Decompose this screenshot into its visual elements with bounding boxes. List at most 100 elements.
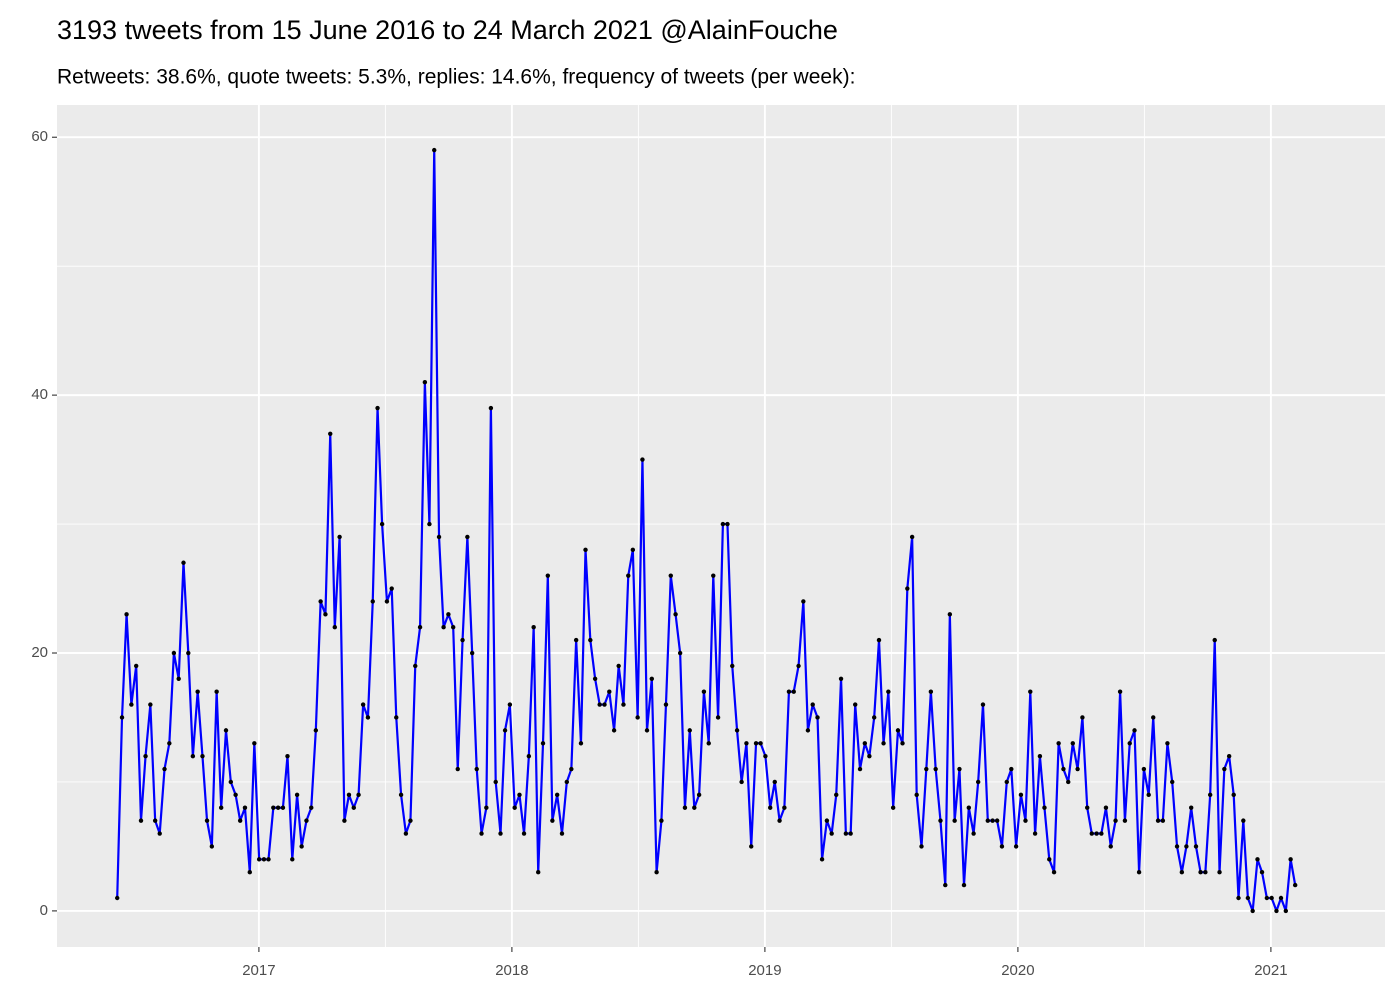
data-point — [607, 689, 612, 694]
data-point — [455, 766, 460, 772]
data-point — [554, 792, 560, 798]
x-tick-label: 2021 — [1254, 962, 1287, 979]
data-point — [247, 870, 252, 875]
data-point — [677, 650, 683, 656]
data-point — [332, 625, 337, 630]
data-point — [214, 689, 219, 694]
data-point — [446, 612, 451, 617]
data-point — [602, 702, 607, 707]
data-point — [777, 818, 782, 823]
data-point — [663, 702, 669, 707]
data-point — [1051, 870, 1057, 875]
data-point — [365, 715, 371, 720]
data-point — [176, 676, 181, 681]
data-point — [583, 547, 588, 553]
data-point — [1165, 741, 1170, 746]
data-point — [479, 831, 484, 836]
data-point — [1269, 895, 1274, 901]
data-point — [1278, 895, 1284, 901]
data-point — [943, 882, 948, 888]
data-point — [1013, 844, 1019, 849]
data-point — [1231, 792, 1236, 798]
data-point — [744, 741, 749, 746]
data-point — [1032, 831, 1038, 836]
data-point — [1094, 831, 1099, 836]
data-point — [768, 805, 773, 810]
data-point — [739, 779, 744, 785]
data-point — [1151, 715, 1156, 720]
data-point — [209, 844, 215, 849]
data-point — [890, 805, 896, 810]
data-point — [342, 818, 347, 823]
data-point — [266, 857, 271, 862]
data-point — [928, 689, 934, 694]
data-point — [1004, 779, 1009, 785]
data-point — [488, 405, 494, 411]
data-point — [834, 792, 839, 798]
data-point — [413, 663, 418, 669]
data-point — [384, 599, 390, 604]
data-point — [242, 805, 248, 810]
data-point — [990, 818, 995, 823]
data-point — [1141, 766, 1147, 772]
data-point — [692, 805, 697, 810]
data-point — [801, 599, 806, 604]
data-point — [138, 818, 144, 823]
data-point — [720, 521, 726, 527]
data-point — [938, 818, 943, 823]
data-point — [578, 741, 584, 746]
data-point — [304, 818, 309, 823]
data-point — [1203, 870, 1208, 875]
data-point — [1174, 844, 1180, 849]
data-point — [1085, 805, 1090, 810]
data-point — [432, 147, 437, 153]
data-point — [422, 380, 428, 385]
y-tick-label: 60 — [31, 128, 48, 145]
data-point — [346, 792, 352, 798]
plot-panel — [57, 105, 1385, 947]
data-point — [1066, 779, 1071, 785]
data-point — [843, 831, 849, 836]
data-point — [1042, 805, 1047, 810]
data-point — [1207, 792, 1213, 798]
data-point — [152, 818, 158, 823]
data-point — [815, 715, 820, 720]
data-point — [909, 534, 915, 540]
data-point — [1274, 908, 1279, 914]
data-point — [261, 857, 267, 862]
data-point — [474, 766, 479, 772]
data-point — [1117, 689, 1123, 694]
data-point — [796, 663, 801, 669]
data-point — [1127, 741, 1132, 746]
data-point — [1241, 818, 1246, 823]
data-point — [133, 663, 139, 669]
data-point — [810, 702, 815, 707]
data-point — [1023, 818, 1028, 823]
data-point — [228, 779, 234, 785]
data-point — [824, 818, 830, 823]
data-point — [356, 792, 361, 798]
x-tick-label: 2019 — [748, 962, 781, 979]
data-point — [427, 521, 432, 527]
data-point — [204, 818, 210, 823]
x-tick-label: 2020 — [1001, 962, 1034, 979]
data-point — [1070, 741, 1075, 746]
data-point — [1255, 857, 1260, 862]
data-point — [1217, 870, 1222, 875]
data-point — [370, 599, 375, 604]
data-point — [1170, 779, 1175, 785]
data-point — [1061, 766, 1066, 772]
data-point — [848, 831, 853, 836]
data-point — [659, 818, 664, 823]
data-point — [124, 612, 129, 617]
data-point — [403, 831, 409, 836]
data-point — [1047, 857, 1052, 862]
data-point — [1236, 895, 1241, 901]
data-point — [592, 676, 598, 681]
data-point — [1250, 908, 1255, 914]
data-point — [838, 676, 844, 681]
data-point — [673, 612, 678, 617]
data-point — [502, 728, 508, 733]
data-point — [857, 766, 863, 772]
